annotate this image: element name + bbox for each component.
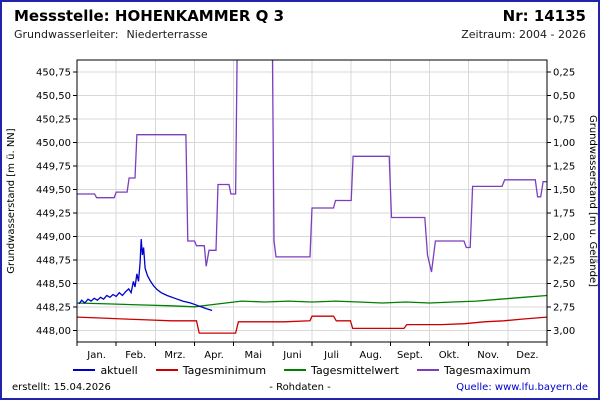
x-tick-label: Sept. [397, 350, 423, 361]
y-left-tick-label: 450,50 [36, 91, 71, 102]
y-right-tick-label: 1,25 [553, 161, 575, 172]
y-right-tick-label: 0,25 [553, 67, 575, 78]
series-line-aktuell [78, 239, 213, 312]
y-left-tick-label: 448,50 [36, 279, 71, 290]
y-left-tick-label: 448,25 [36, 302, 71, 313]
x-tick-label: Apr. [204, 350, 224, 361]
legend-item-Tagesminimum: Tagesminimum [155, 363, 267, 377]
footer: erstellt: 15.04.2026 - Rohdaten - Quelle… [12, 382, 588, 393]
legend-label-aktuell: aktuell [100, 363, 138, 377]
x-tick-label: Aug. [359, 350, 382, 361]
y-left-tick-label: 450,75 [36, 67, 71, 78]
legend-item-Tagesmittelwert: Tagesmittelwert [284, 364, 399, 377]
y-right-tick-label: 0,50 [553, 91, 575, 102]
y-left-tick-label: 449,00 [36, 232, 71, 243]
y-right-tick-label: 2,50 [553, 279, 575, 290]
y-left-tick-label: 449,25 [36, 208, 71, 219]
y-right-tick-label: 1,75 [553, 208, 575, 219]
y-left-axis-title: Grundwasserstand [m ü. NN] [6, 128, 17, 273]
station-number: Nr: 14135 [502, 7, 586, 25]
aquifer-value: Niederterrasse [126, 28, 208, 41]
y-right-tick-label: 3,00 [553, 326, 575, 337]
series-line-Tagesmaximum [77, 60, 547, 273]
x-tick-label: Mrz. [164, 350, 185, 361]
legend-label-Tagesmaximum: Tagesmaximum [444, 363, 531, 377]
y-left-tick-label: 448,75 [36, 255, 71, 266]
created-date: erstellt: 15.04.2026 [12, 382, 111, 393]
header: Messstelle: HOHENKAMMER Q 3 Nr: 14135 Gr… [14, 7, 586, 41]
y-left-tick-label: 450,25 [36, 114, 71, 125]
chart-legend: aktuell Tagesminimum Tagesmittelwert Tagesm… [2, 362, 598, 378]
y-right-tick-label: 2,75 [553, 302, 575, 313]
series-line-Tagesmittelwert [77, 294, 547, 308]
legend-swatch-Tagesmittelwert [284, 369, 307, 371]
raw-data-label: - Rohdaten - [269, 382, 331, 393]
source-link[interactable]: Quelle: www.lfu.bayern.de [456, 382, 588, 393]
y-left-tick-label: 449,75 [36, 161, 71, 172]
period-label: Zeitraum: 2004 - 2026 [461, 28, 586, 41]
y-right-tick-label: 1,00 [553, 138, 575, 149]
legend-swatch-aktuell [73, 369, 96, 371]
y-left-tick-label: 449,50 [36, 185, 71, 196]
legend-label-Tagesmittelwert: Tagesmittelwert [311, 363, 399, 377]
y-left-tick-label: 450,00 [36, 138, 71, 149]
x-tick-label: Mai [244, 350, 262, 361]
x-tick-label: Juni [282, 350, 301, 361]
x-tick-label: Nov. [477, 350, 499, 361]
y-right-tick-label: 2,00 [553, 232, 575, 243]
legend-label-Tagesminimum: Tagesminimum [182, 363, 267, 377]
y-left-tick-label: 448,00 [36, 326, 71, 337]
y-right-tick-label: 2,25 [553, 255, 575, 266]
legend-swatch-Tagesmaximum [417, 369, 439, 371]
x-tick-label: Jan. [86, 350, 106, 361]
series-line-Tagesminimum [77, 315, 547, 334]
legend-item-aktuell: aktuell [73, 363, 138, 377]
groundwater-chart: 448,00 448,25 448,50 448,75 449,00 449,25 449,… [6, 59, 598, 361]
y-right-tick-label: 0,75 [553, 114, 575, 125]
x-tick-label: Juli [323, 350, 339, 361]
x-tick-label: Feb. [125, 350, 146, 361]
legend-swatch-Tagesminimum [155, 369, 178, 371]
legend-item-Tagesmaximum: Tagesmaximum [417, 364, 531, 377]
aquifer-label: Grundwasserleiter: [14, 28, 119, 41]
y-right-tick-label: 1,50 [553, 185, 575, 196]
y-right-axis-title: Grundwasserstand [m u. Gelände] [587, 115, 598, 287]
x-tick-label: Okt. [439, 350, 460, 361]
x-tick-label: Dez. [516, 350, 538, 361]
aquifer-line: Grundwasserleiter: Niederterrasse [14, 28, 216, 41]
station-title: Messstelle: HOHENKAMMER Q 3 [14, 7, 285, 25]
